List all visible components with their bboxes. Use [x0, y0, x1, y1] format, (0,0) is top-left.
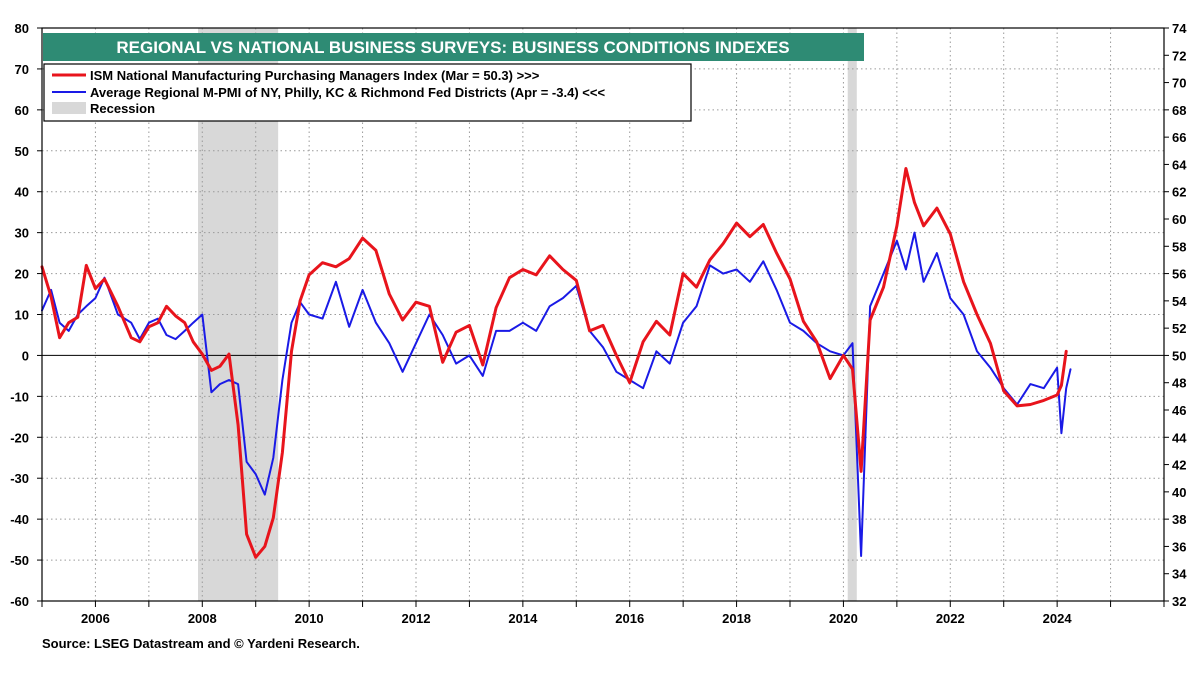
- left-tick-label: 0: [22, 348, 29, 363]
- x-tick-label: 2020: [829, 611, 858, 626]
- x-tick-label: 2006: [81, 611, 110, 626]
- right-tick-label: 44: [1172, 430, 1187, 445]
- x-tick-label: 2018: [722, 611, 751, 626]
- right-tick-label: 48: [1172, 376, 1186, 391]
- right-tick-label: 64: [1172, 157, 1187, 172]
- right-tick-label: 72: [1172, 48, 1186, 63]
- x-axis: 2006 2008 2010 2012 2014 2016 2018 2020 2022 2024: [41, 601, 1165, 626]
- left-tick-label: -40: [10, 512, 29, 527]
- left-tick-label: 60: [15, 103, 29, 118]
- right-tick-label: 46: [1172, 403, 1186, 418]
- series-layer: [40, 167, 1072, 559]
- right-tick-label: 60: [1172, 212, 1186, 227]
- title-banner: [43, 33, 864, 61]
- left-tick-label: -30: [10, 471, 29, 486]
- left-tick-label: 10: [15, 308, 29, 323]
- legend-label-regional: Average Regional M-PMI of NY, Philly, KC…: [90, 85, 605, 100]
- grid-layer: [42, 28, 1164, 601]
- left-tick-label: 80: [15, 21, 29, 36]
- left-tick-label: -10: [10, 389, 29, 404]
- right-tick-label: 66: [1172, 130, 1186, 145]
- right-tick-label: 70: [1172, 76, 1186, 91]
- left-tick-label: -60: [10, 594, 29, 609]
- x-tick-label: 2016: [615, 611, 644, 626]
- right-tick-label: 52: [1172, 321, 1186, 336]
- right-axis: 74 72 70 68 66 64 62 60 58 56 54 52 50 48 46 44 42 40 38 36…: [1164, 21, 1187, 609]
- source-note: Source: LSEG Datastream and © Yardeni Re…: [42, 636, 360, 651]
- right-tick-label: 74: [1172, 21, 1187, 36]
- x-tick-label: 2012: [402, 611, 431, 626]
- right-tick-label: 62: [1172, 185, 1186, 200]
- right-tick-label: 54: [1172, 294, 1187, 309]
- recession-band-0: [198, 28, 279, 601]
- left-tick-label: -20: [10, 430, 29, 445]
- series-ism-line: [40, 167, 1068, 559]
- right-tick-label: 32: [1172, 594, 1186, 609]
- right-tick-label: 42: [1172, 458, 1186, 473]
- legend-label-ism: ISM National Manufacturing Purchasing Ma…: [90, 68, 540, 83]
- left-tick-label: 40: [15, 185, 29, 200]
- right-tick-label: 34: [1172, 567, 1187, 582]
- legend-box: [43, 63, 692, 122]
- x-tick-label: 2024: [1043, 611, 1073, 626]
- legend: ISM National Manufacturing Purchasing Ma…: [43, 63, 692, 122]
- x-tick-label: 2014: [508, 611, 538, 626]
- left-tick-label: -50: [10, 553, 29, 568]
- left-tick-label: 50: [15, 144, 29, 159]
- right-tick-label: 40: [1172, 485, 1186, 500]
- right-tick-label: 56: [1172, 267, 1186, 282]
- series-regional-line: [41, 231, 1072, 557]
- x-tick-label: 2010: [295, 611, 324, 626]
- x-tick-label: 2022: [936, 611, 965, 626]
- left-axis: 80 70 60 50 40 30 20 10 0 -10 -20 -30 -40 -50 -60: [10, 21, 42, 609]
- legend-label-recession: Recession: [90, 101, 155, 116]
- chart-title: REGIONAL VS NATIONAL BUSINESS SURVEYS: B…: [116, 38, 789, 57]
- right-tick-label: 68: [1172, 103, 1186, 118]
- x-tick-label: 2008: [188, 611, 217, 626]
- left-tick-label: 70: [15, 62, 29, 77]
- legend-swatch-recession: [52, 102, 86, 114]
- left-tick-label: 20: [15, 267, 29, 282]
- right-tick-label: 38: [1172, 512, 1186, 527]
- right-tick-label: 36: [1172, 539, 1186, 554]
- left-tick-label: 30: [15, 226, 29, 241]
- right-tick-label: 50: [1172, 348, 1186, 363]
- right-tick-label: 58: [1172, 239, 1186, 254]
